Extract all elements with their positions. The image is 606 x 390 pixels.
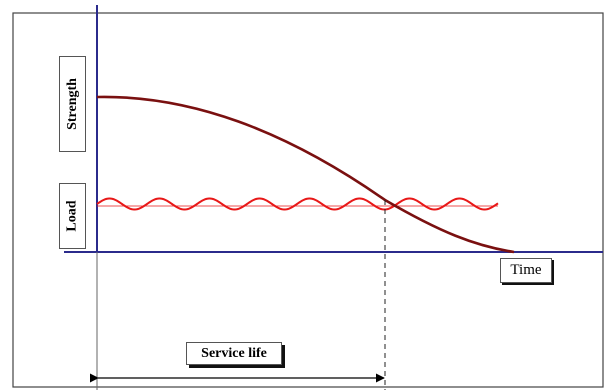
strength-label: Strength — [59, 56, 86, 152]
service-life-label-text: Service life — [201, 345, 267, 361]
diagram-frame — [12, 12, 604, 388]
time-axis-label: Time — [500, 258, 552, 283]
service-life-label: Service life — [186, 342, 282, 365]
load-label: Load — [59, 183, 86, 249]
strength-curve — [96, 95, 515, 254]
time-label-text: Time — [510, 262, 542, 278]
strength-label-text: Strength — [64, 78, 80, 130]
load-curve — [96, 197, 499, 211]
load-label-text: Load — [64, 200, 80, 232]
